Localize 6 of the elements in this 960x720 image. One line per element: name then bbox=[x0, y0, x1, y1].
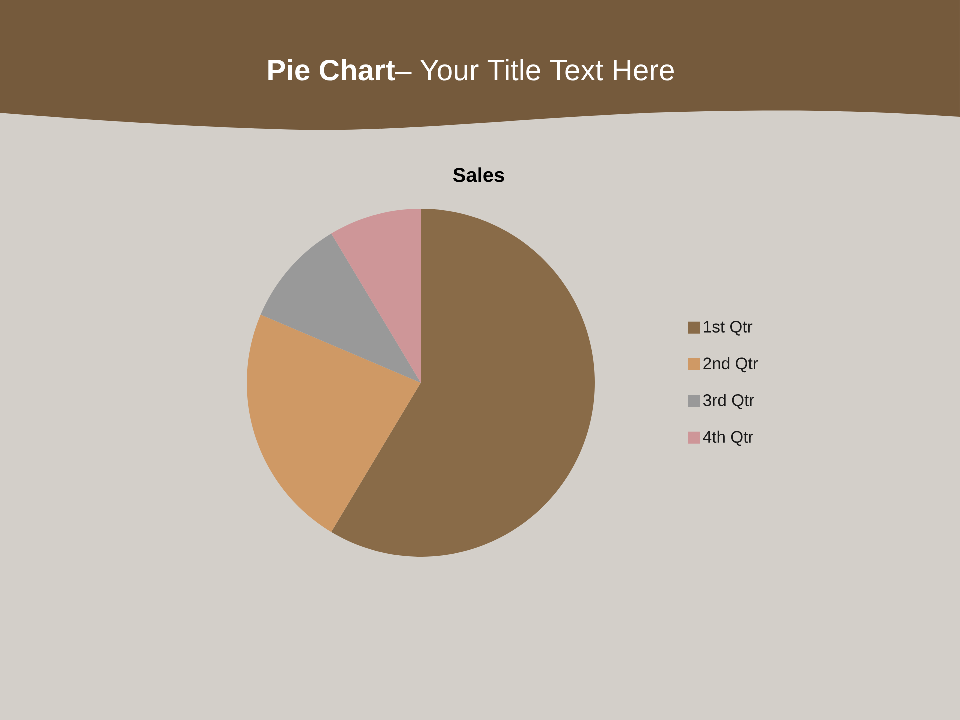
chart-subtitle: Sales bbox=[453, 168, 504, 182]
legend-label: 2nd Qtr bbox=[704, 357, 758, 373]
legend-label: 1st Qtr bbox=[704, 321, 753, 336]
legend-label: 3rd Qtr bbox=[703, 394, 754, 410]
legend-label: 4th Qtr bbox=[703, 430, 754, 446]
chart-title: Pie Chart– Your Title Text Here bbox=[268, 59, 674, 81]
